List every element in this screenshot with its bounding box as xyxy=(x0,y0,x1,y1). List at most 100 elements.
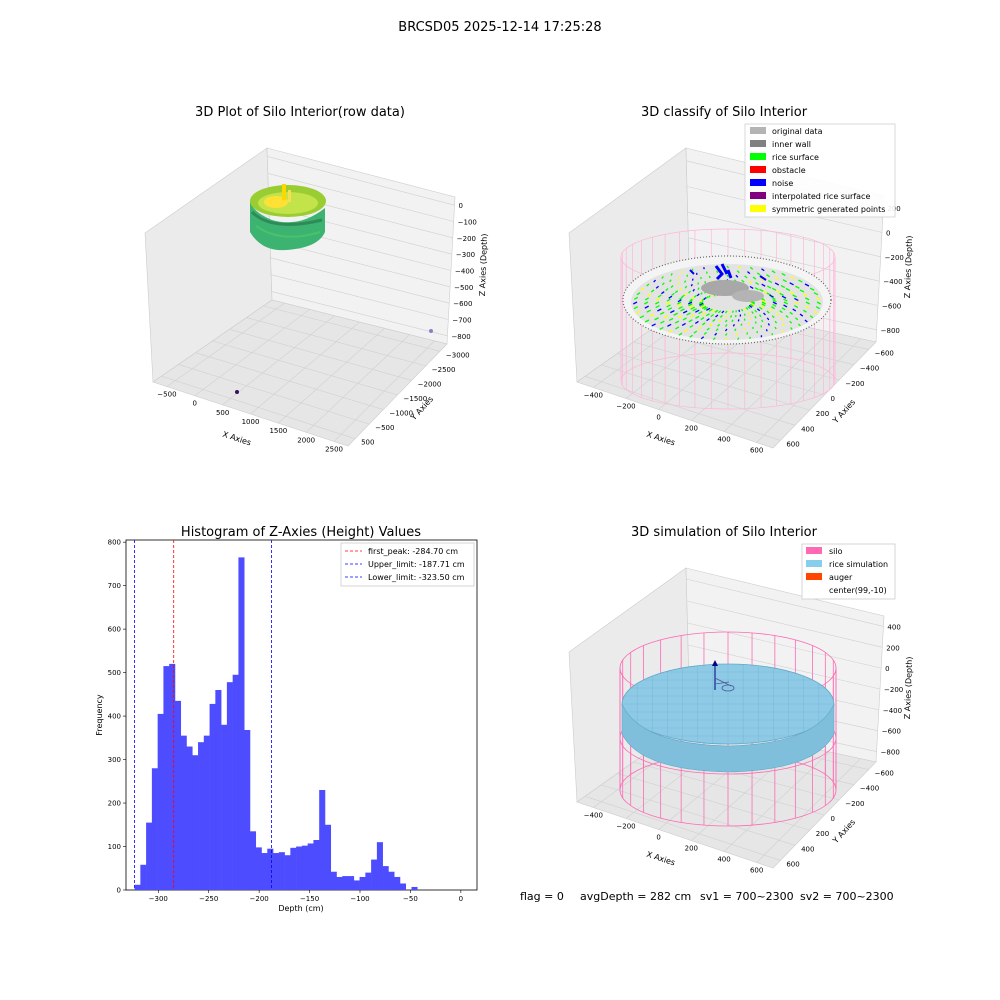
histogram-y-tick-label: 800 xyxy=(108,539,121,547)
simulation-y-tick-label: −400 xyxy=(860,785,879,793)
simulation-z-tick-label: −800 xyxy=(881,749,900,757)
classify-panel-title: 3D classify of Silo Interior xyxy=(641,105,808,120)
classify-legend-swatch xyxy=(750,179,766,186)
histogram-bar xyxy=(157,713,164,890)
histogram-legend: first_peak: -284.70 cm Upper_limit: -187.… xyxy=(340,542,475,587)
histogram-y-tick-label: 100 xyxy=(108,843,121,851)
histogram-x-tick-label: −100 xyxy=(350,895,369,903)
classify-legend-swatch xyxy=(750,166,766,173)
simulation-x-tick-label: 0 xyxy=(656,834,660,842)
classify-y-tick-label: 200 xyxy=(816,410,829,418)
histogram-y-tick-label: 200 xyxy=(108,800,121,808)
raw-y-tick-label: −2000 xyxy=(418,380,442,388)
classify-y-tick-label: 600 xyxy=(786,440,799,448)
histogram-bar xyxy=(301,845,308,890)
simulation-z-tick-label: −200 xyxy=(884,686,903,694)
raw-x-tick-label: 1000 xyxy=(242,418,260,426)
histogram-bar xyxy=(284,855,291,890)
status-flag: flag = 0 xyxy=(520,890,564,903)
histogram-bar xyxy=(146,822,153,890)
raw-x-tick-label: 2500 xyxy=(325,445,343,453)
classify-x-axis-label: X Axies xyxy=(645,430,676,448)
histogram-legend-label: Upper_limit: -187.71 cm xyxy=(368,560,465,569)
simulation-legend-label: auger xyxy=(829,573,853,582)
histogram-x-axis-label: Depth (cm) xyxy=(278,904,323,913)
status-sv1: sv1 = 700~2300 xyxy=(700,890,794,903)
histogram-bar xyxy=(348,876,355,890)
classify-point-cloud xyxy=(622,255,832,345)
simulation-y-tick-label: 0 xyxy=(831,815,835,823)
classify-z-tick-label: 0 xyxy=(886,230,890,238)
histogram-bar xyxy=(330,871,337,890)
histogram-bar xyxy=(342,876,349,890)
histogram-bar xyxy=(180,735,187,890)
histogram-bar xyxy=(203,735,210,890)
histogram-bar xyxy=(353,880,360,890)
status-avg-depth: avgDepth = 282 cm xyxy=(580,890,691,903)
classify-x-tick-label: 200 xyxy=(685,425,698,433)
histogram-bar xyxy=(163,666,170,890)
raw-z-tick-label: −200 xyxy=(457,235,476,243)
simulation-x-tick-label: −200 xyxy=(616,823,635,831)
histogram-bar xyxy=(336,876,343,890)
raw-x-tick-label: 2000 xyxy=(297,436,315,444)
status-sv2: sv2 = 700~2300 xyxy=(800,890,894,903)
raw-panel-title: 3D Plot of Silo Interior(row data) xyxy=(195,105,405,120)
raw-y-tick-label: −1000 xyxy=(389,410,413,418)
panel-classify: 3D classify of Silo Interior −400−200020… xyxy=(568,105,914,455)
classify-x-tick-label: 400 xyxy=(717,436,730,444)
simulation-y-tick-label: 200 xyxy=(816,830,829,838)
histogram-x-tick-label: −300 xyxy=(149,895,168,903)
classify-x-tick-label: −200 xyxy=(616,403,635,411)
histogram-bar xyxy=(255,847,262,890)
histogram-bar xyxy=(278,852,285,890)
histogram-bar xyxy=(198,742,205,890)
panel-histogram: Histogram of Z-Axies (Height) Values −30… xyxy=(95,525,478,913)
histogram-bar xyxy=(186,746,193,890)
raw-point-cloud xyxy=(235,184,433,394)
histogram-bar xyxy=(371,859,378,890)
raw-z-tick-label: −700 xyxy=(452,317,471,325)
histogram-y-tick-label: 500 xyxy=(108,669,121,677)
simulation-legend-swatch xyxy=(806,560,822,567)
classify-x-tick-label: 0 xyxy=(656,414,660,422)
histogram-bar xyxy=(151,768,158,890)
classify-y-tick-label: −200 xyxy=(845,380,864,388)
histogram-bar xyxy=(411,886,418,890)
histogram-bar xyxy=(365,872,372,890)
simulation-z-tick-label: 0 xyxy=(885,665,889,673)
classify-legend-swatch xyxy=(750,153,766,160)
classify-z-axis-label: Z Axies (Depth) xyxy=(903,235,914,298)
classify-legend-label: interpolated rice surface xyxy=(772,192,870,201)
simulation-y-tick-label: 600 xyxy=(786,860,799,868)
histogram-legend-label: Lower_limit: -323.50 cm xyxy=(368,573,465,582)
raw-x-tick-label: 0 xyxy=(193,400,197,408)
histogram-bar xyxy=(226,682,233,890)
histogram-bar xyxy=(307,843,314,890)
histogram-bar xyxy=(238,557,245,890)
histogram-bar xyxy=(209,703,216,890)
histogram-y-axis-label: Frequency xyxy=(95,694,104,736)
simulation-legend-swatch xyxy=(806,573,822,580)
classify-z-tick-label: −600 xyxy=(882,303,901,311)
raw-z-tick-label: −300 xyxy=(456,251,475,259)
classify-legend-swatch xyxy=(750,205,766,212)
panel-raw-data: 3D Plot of Silo Interior(row data) −500 0… xyxy=(144,105,489,453)
histogram-bar xyxy=(221,724,228,890)
simulation-x-tick-label: 600 xyxy=(750,867,763,875)
panel-simulation: 3D simulation of Silo Interior −400 −200 0… xyxy=(568,525,914,875)
histogram-bar xyxy=(394,876,401,890)
classify-legend: original data inner wall rice surface obsta… xyxy=(744,123,896,218)
simulation-legend-label: center(99,-10) xyxy=(829,586,887,595)
simulation-x-tick-label: −400 xyxy=(584,812,603,820)
simulation-panel-title: 3D simulation of Silo Interior xyxy=(631,525,818,540)
raw-z-tick-label: 0 xyxy=(459,202,463,210)
histogram-x-tick-label: −250 xyxy=(199,895,218,903)
simulation-y-tick-label: 400 xyxy=(801,845,814,853)
histogram-bar xyxy=(399,883,407,890)
histogram-bar xyxy=(192,755,199,890)
raw-x-tick-label: 500 xyxy=(216,409,229,417)
classify-legend-label: obstacle xyxy=(772,166,806,175)
simulation-legend: silo rice simulation auger center(99,-10) xyxy=(801,543,896,600)
